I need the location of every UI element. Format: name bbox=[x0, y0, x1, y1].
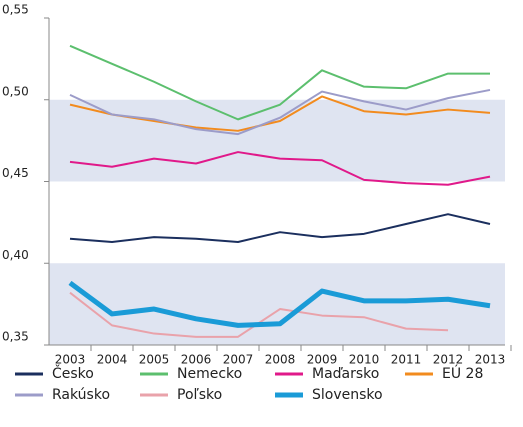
series-line bbox=[69, 88, 491, 136]
band bbox=[49, 263, 505, 345]
x-tick-label: 2011 bbox=[391, 353, 422, 367]
series-line bbox=[69, 151, 491, 186]
legend-label: EÚ 28 bbox=[442, 364, 483, 382]
series-line bbox=[68, 280, 491, 328]
y-tick-label: 0,55 bbox=[2, 3, 29, 17]
x-tick-label: 2012 bbox=[433, 353, 464, 367]
x-tick-label: 2010 bbox=[349, 353, 380, 367]
band bbox=[49, 99, 505, 182]
x-tick-label: 2013 bbox=[475, 353, 506, 367]
x-tick-label: 2006 bbox=[181, 353, 212, 367]
legend-label: Česko bbox=[52, 364, 94, 382]
series-line bbox=[69, 95, 491, 132]
y-tick-label: 0,45 bbox=[2, 166, 29, 180]
y-tick-label: 0,35 bbox=[2, 330, 29, 344]
x-tick-label: 2008 bbox=[265, 353, 296, 367]
y-tick-label: 0,50 bbox=[2, 84, 29, 98]
x-tick-label: 2005 bbox=[139, 353, 170, 367]
legend-label: Slovensko bbox=[312, 387, 383, 403]
x-tick-label: 2007 bbox=[223, 353, 254, 367]
legend-label: Nemecko bbox=[177, 366, 242, 382]
x-tick-label: 2009 bbox=[307, 353, 338, 367]
legend-label: Rakúsko bbox=[52, 387, 110, 403]
y-tick-label: 0,40 bbox=[2, 248, 29, 262]
series-line bbox=[69, 213, 491, 243]
x-tick-label: 2003 bbox=[55, 353, 86, 367]
legend-label: Maďarsko bbox=[312, 366, 379, 382]
x-tick-label: 2004 bbox=[97, 353, 128, 367]
series-line bbox=[69, 44, 490, 121]
legend-label: Poľsko bbox=[177, 387, 222, 403]
